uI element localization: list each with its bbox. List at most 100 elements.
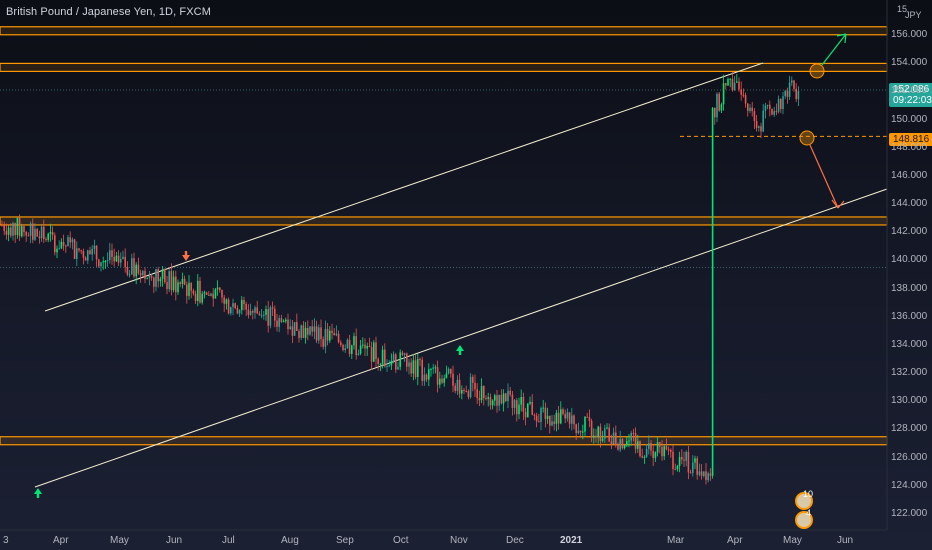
candle-body (676, 465, 679, 470)
time-tick-label: May (110, 535, 129, 546)
candle-body (700, 471, 703, 476)
candle-body (531, 401, 533, 415)
price-tick-label: 144.000 (891, 198, 928, 210)
candle-body (513, 400, 516, 409)
candle-body (782, 96, 784, 109)
candle-body (113, 257, 115, 262)
candle-body (168, 271, 170, 290)
candle-body (474, 382, 476, 390)
candle-body (23, 226, 25, 233)
bearish-arrow-line (809, 144, 839, 209)
last-price-value: 152.086 (893, 84, 930, 95)
candle-body (348, 339, 351, 354)
breakdown-point (799, 130, 815, 146)
candle-body (692, 462, 694, 474)
candle-body (634, 433, 637, 449)
candle-body (265, 309, 267, 315)
candle-body (43, 226, 45, 240)
candle-body (304, 327, 307, 338)
candle-body (337, 333, 340, 343)
candle-body (573, 415, 575, 425)
candle-body (769, 104, 771, 109)
candle-body (36, 228, 38, 237)
candle-body (535, 415, 538, 422)
candle-body (137, 264, 140, 274)
candle-body (14, 223, 16, 236)
candle-body (703, 471, 705, 476)
candle-body (278, 318, 280, 327)
symbol-title[interactable]: British Pound / Japanese Yen, 1D, FXCM (6, 6, 211, 18)
time-tick-label: 2021 (560, 535, 583, 546)
candle-body (760, 126, 762, 132)
candle-body (502, 393, 505, 404)
candle-body (667, 449, 670, 451)
candle-body (577, 430, 580, 434)
candle-body (685, 451, 687, 461)
candle-body (414, 360, 417, 377)
candle-body (562, 409, 564, 415)
candle-body (84, 257, 87, 261)
time-tick-label: Nov (450, 535, 468, 546)
user-avatar[interactable] (795, 511, 813, 529)
candle-body (106, 260, 109, 262)
candle-body (212, 293, 214, 299)
candle-body (489, 397, 492, 406)
candle-body (419, 359, 421, 361)
candle-body (340, 342, 342, 345)
upper-channel-line (44, 62, 764, 312)
candle-body (582, 431, 584, 433)
candle-body (747, 103, 749, 111)
candle-body (511, 394, 514, 409)
candle-body (494, 395, 496, 401)
candle-body (555, 412, 558, 424)
candle-body (219, 287, 221, 291)
candle-body (436, 367, 439, 385)
candle-body (650, 443, 652, 451)
candle-body (256, 307, 258, 314)
candle-body (665, 446, 668, 450)
candle-body (632, 432, 635, 434)
candle-body (727, 79, 729, 86)
candle-body (551, 421, 553, 426)
candle-body (329, 330, 331, 341)
candle-body (793, 80, 795, 89)
candle-body (643, 456, 646, 458)
candle-body (322, 339, 324, 347)
candle-body (498, 394, 500, 406)
time-tick-label: Apr (53, 535, 69, 546)
candle-body (705, 471, 707, 481)
candle-body (16, 217, 19, 236)
candle-body (461, 389, 463, 394)
high-marker-icon-stem (184, 251, 188, 255)
time-tick-label: Jun (837, 535, 854, 546)
candle-body (164, 269, 166, 283)
candle-body (544, 407, 547, 419)
candle-body (291, 326, 294, 336)
candle-body (12, 223, 14, 236)
candle-body (324, 328, 327, 347)
candle-body (71, 239, 74, 243)
candle-body (133, 258, 135, 277)
bullish-arrow-line (821, 33, 847, 66)
candle-body (104, 261, 107, 263)
price-tick-label: 124.000 (891, 479, 928, 491)
user-avatar[interactable] (795, 492, 813, 510)
candle-body (208, 294, 210, 296)
candle-body (269, 307, 272, 326)
candle-body (311, 326, 313, 332)
candle-body (243, 299, 245, 304)
candle-body (326, 328, 329, 341)
candle-body (516, 400, 518, 415)
candle-body (307, 327, 309, 335)
candle-body (597, 426, 599, 438)
price-tick-label: 134.000 (891, 338, 928, 350)
candle-body (579, 430, 582, 433)
candle-body (76, 248, 78, 259)
candle-body (91, 248, 93, 255)
candle-body (432, 367, 434, 370)
low-marker-icon (34, 488, 42, 494)
candle-body (527, 403, 529, 418)
candle-body (659, 442, 661, 447)
